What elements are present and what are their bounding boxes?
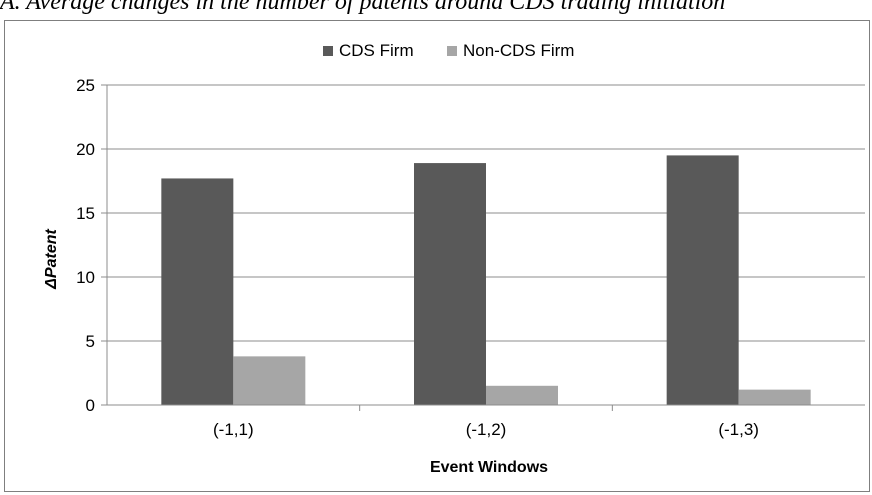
y-tick-label: 25 bbox=[76, 76, 95, 95]
bar-non-cds-firm bbox=[486, 385, 558, 405]
y-axis-label: ΔPatent bbox=[43, 229, 60, 290]
y-tick-label: 0 bbox=[86, 396, 95, 415]
y-tick-label: 20 bbox=[76, 140, 95, 159]
axes: 0 5 10 15 20 25 (-1,1) (-1,2) (-1,3) bbox=[76, 76, 865, 439]
bar-non-cds-firm bbox=[738, 389, 811, 405]
legend-swatch-cds-firm bbox=[323, 46, 333, 56]
x-tick-label: (-1,1) bbox=[213, 420, 254, 439]
legend: CDS Firm Non-CDS Firm bbox=[323, 41, 574, 60]
x-tick-label: (-1,3) bbox=[718, 420, 759, 439]
y-tick-label: 5 bbox=[86, 332, 95, 351]
bar-cds-firm bbox=[414, 163, 486, 405]
bar-non-cds-firm bbox=[233, 356, 306, 405]
y-tick-label: 10 bbox=[76, 268, 95, 287]
bar-cds-firm bbox=[161, 178, 234, 405]
x-axis-label: Event Windows bbox=[430, 459, 548, 476]
y-tick-label: 15 bbox=[76, 204, 95, 223]
legend-swatch-non-cds-firm bbox=[447, 46, 457, 56]
legend-label-non-cds-firm: Non-CDS Firm bbox=[463, 41, 574, 60]
figure-caption: A. Average changes in the number of pate… bbox=[0, 0, 726, 15]
chart-frame: 0 5 10 15 20 25 (-1,1) (-1,2) (-1,3) CDS Firm No… bbox=[4, 20, 870, 492]
legend-label-cds-firm: CDS Firm bbox=[339, 41, 414, 60]
bars bbox=[161, 155, 811, 405]
x-tick-label: (-1,2) bbox=[466, 420, 507, 439]
bar-cds-firm bbox=[666, 155, 739, 405]
bar-chart: 0 5 10 15 20 25 (-1,1) (-1,2) (-1,3) CDS Firm No… bbox=[43, 41, 865, 476]
